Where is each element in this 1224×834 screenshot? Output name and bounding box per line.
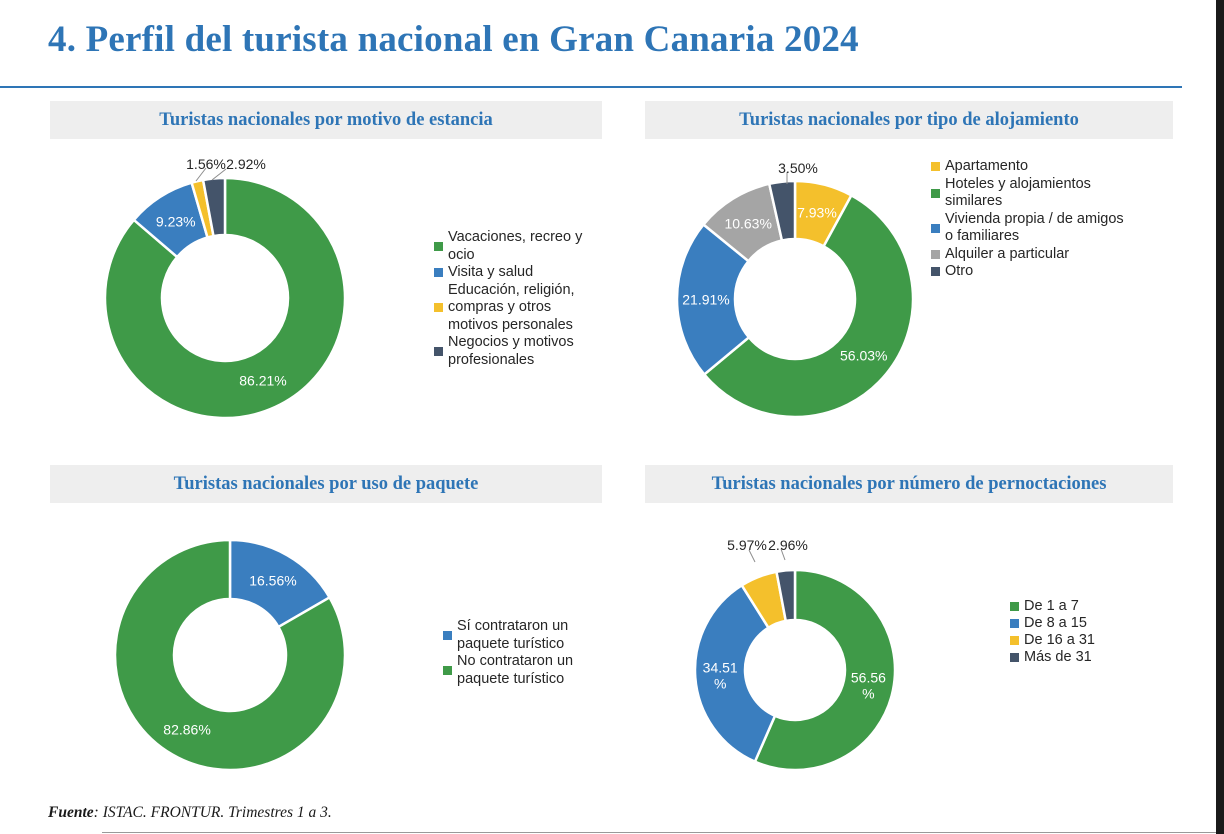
legend-swatch	[443, 666, 452, 675]
slice-noches-3	[775, 568, 797, 623]
legend-swatch	[443, 631, 452, 640]
legend-item-paquete-0: Sí contrataron un paquete turístico	[443, 618, 613, 653]
source-note: Fuente: ISTAC. FRONTUR. Trimestres 1 a 3…	[48, 804, 332, 822]
legend-swatch	[434, 347, 443, 356]
slice-alojamiento-4	[767, 179, 797, 242]
legend-swatch	[1010, 653, 1019, 662]
slice-motivo-3	[201, 176, 227, 238]
legend-item-noches-3: Más de 31	[1010, 649, 1140, 666]
chart-title-motivo: Turistas nacionales por motivo de estanc…	[50, 101, 602, 139]
legend-swatch	[434, 242, 443, 251]
data-label-motivo-0: 86.21%	[239, 373, 286, 389]
leader-line-noches-3	[780, 548, 786, 561]
data-label-paquete-1: 82.86%	[163, 721, 210, 737]
legend-label: Más de 31	[1024, 649, 1092, 665]
legend-label: De 1 a 7	[1024, 598, 1079, 614]
slice-noches-0	[753, 568, 897, 772]
legend-label: No contrataron un paquete turístico	[457, 653, 574, 687]
legend-label: Alquiler a particular	[945, 245, 1070, 262]
legend-item-paquete-1: No contrataron un paquete turístico	[443, 653, 613, 688]
legend-label: De 16 a 31	[1024, 632, 1095, 648]
legend-item-motivo-3: Negocios y motivos profesionales	[434, 334, 604, 369]
source-label: Fuente	[48, 804, 94, 821]
legend-label: De 8 a 15	[1024, 615, 1087, 631]
legend-item-motivo-1: Visita y salud	[434, 264, 604, 282]
data-label-noches-0: 56.56%	[851, 669, 886, 701]
legend-item-noches-0: De 1 a 7	[1010, 598, 1140, 615]
legend-swatch	[434, 303, 443, 313]
legend-motivo: Vacaciones, recreo y ocio Visita y salud E…	[434, 229, 604, 369]
legend-swatch	[1010, 602, 1019, 611]
legend-item-alojamiento-3: Alquiler a particular	[931, 246, 1171, 264]
legend-swatch	[434, 268, 443, 278]
legend-label: Educación, religión, compras y otros mot…	[448, 281, 575, 333]
legend-item-noches-1: De 8 a 15	[1010, 615, 1140, 632]
slice-alojamiento-1	[702, 193, 915, 419]
legend-paquete: Sí contrataron un paquete turístico No co…	[443, 618, 613, 688]
legend-alojamiento: Apartamento Hoteles y alojamientos simila…	[931, 158, 1171, 281]
footer-divider	[102, 832, 1216, 833]
legend-item-motivo-2: Educación, religión, compras y otros mot…	[434, 282, 604, 335]
chart-title-alojamiento: Turistas nacionales por tipo de alojamie…	[645, 101, 1173, 139]
leader-line-motivo-2	[195, 167, 207, 182]
data-label-alojamiento-0: 7.93%	[797, 205, 837, 221]
title-divider	[0, 86, 1182, 88]
data-label-alojamiento-4: 3.50%	[778, 160, 818, 176]
donut-chart-noches: 56.56 % 34.51 % 5.97% 2.96%	[693, 537, 897, 772]
data-label-alojamiento-2: 21.91%	[682, 291, 729, 307]
data-label-alojamiento-3: 10.63%	[724, 215, 771, 231]
legend-swatch	[931, 188, 940, 198]
legend-item-alojamiento-1: Hoteles y alojamientos similares	[931, 176, 1171, 211]
legend-noches: De 1 a 7 De 8 a 15 De 16 a 31 Más de 31	[1010, 598, 1140, 666]
donut-chart-motivo: 86.21% 9.23% 1.56% 2.92%	[103, 156, 347, 420]
legend-swatch	[1010, 619, 1019, 628]
data-label-noches-2: 5.97%	[727, 537, 767, 553]
legend-label: Vivienda propia / de amigos o familiares	[945, 210, 1124, 245]
data-label-paquete-0: 16.56%	[249, 573, 296, 589]
legend-swatch	[1010, 636, 1019, 645]
window-edge	[1216, 0, 1224, 834]
legend-item-alojamiento-2: Vivienda propia / de amigos o familiares	[931, 211, 1171, 246]
legend-item-alojamiento-0: Apartamento	[931, 158, 1171, 176]
source-text: : ISTAC. FRONTUR. Trimestres 1 a 3.	[93, 804, 332, 821]
leader-line-noches-2	[748, 549, 756, 563]
data-label-noches-1: 34.51%	[703, 660, 738, 692]
slice-motivo-0	[103, 176, 347, 420]
donut-chart-alojamiento: 7.93% 56.03% 21.91% 10.63% 3.50%	[675, 160, 915, 419]
legend-label: Otro	[945, 263, 974, 279]
slice-alojamiento-2	[675, 222, 751, 377]
chart-title-paquete: Turistas nacionales por uso de paquete	[50, 465, 602, 503]
data-label-motivo-1: 9.23%	[156, 213, 196, 229]
slice-paquete-1	[113, 538, 347, 772]
legend-label: Sí contrataron un paquete turístico	[457, 618, 569, 652]
legend-label: Negocios y motivos profesionales	[448, 334, 574, 368]
legend-label: Apartamento	[945, 158, 1029, 174]
data-label-noches-3: 2.96%	[768, 537, 808, 553]
legend-label: Vacaciones, recreo y ocio	[448, 229, 583, 263]
legend-item-alojamiento-4: Otro	[931, 263, 1171, 281]
donut-chart-paquete: 16.56% 82.86%	[113, 538, 347, 772]
slice-noches-1	[693, 583, 777, 764]
data-label-motivo-3: 2.92%	[226, 156, 266, 172]
legend-swatch	[931, 267, 940, 277]
legend-swatch	[931, 223, 940, 233]
page-title: 4. Perfil del turista nacional en Gran C…	[48, 19, 859, 60]
legend-label: Visita y salud	[448, 264, 534, 280]
legend-item-noches-2: De 16 a 31	[1010, 632, 1140, 649]
legend-swatch	[931, 249, 940, 259]
data-label-motivo-2: 1.56%	[186, 156, 226, 172]
data-label-alojamiento-1: 56.03%	[840, 347, 887, 363]
legend-swatch	[931, 162, 940, 172]
leader-line-motivo-3	[211, 168, 227, 181]
legend-item-motivo-0: Vacaciones, recreo y ocio	[434, 229, 604, 264]
legend-label: Hoteles y alojamientos similares	[945, 175, 1091, 210]
chart-title-noches: Turistas nacionales por número de pernoc…	[645, 465, 1173, 503]
